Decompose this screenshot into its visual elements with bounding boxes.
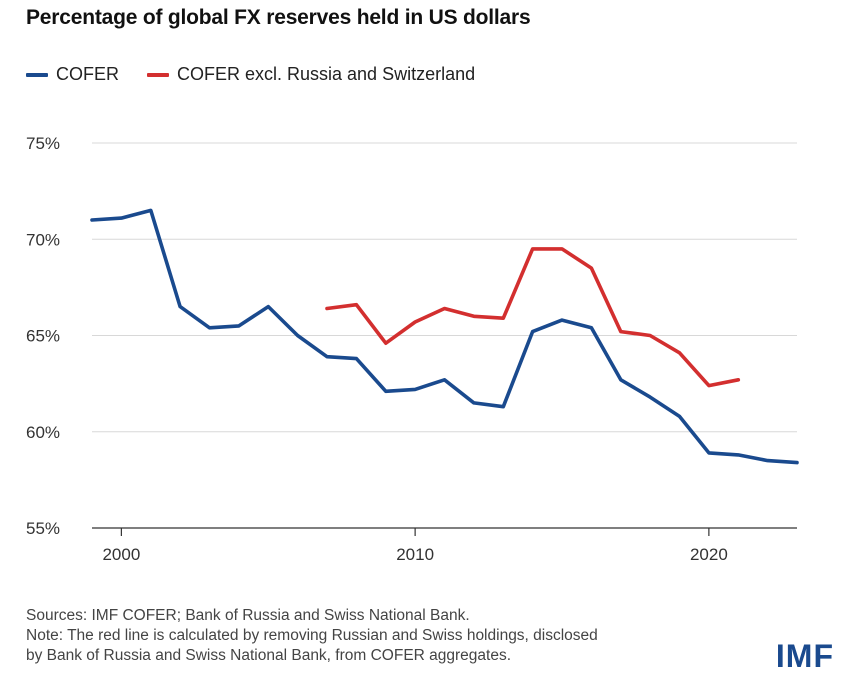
- y-tick-label: 65%: [26, 327, 60, 346]
- x-tick-label: 2010: [396, 545, 434, 564]
- series-line-cofer-excl: [325, 247, 741, 388]
- legend-swatch-cofer-excl: [147, 72, 169, 77]
- legend-label-cofer-excl: COFER excl. Russia and Switzerland: [177, 64, 476, 84]
- legend: COFER COFER excl. Russia and Switzerland: [26, 64, 503, 85]
- series-line-cofer: [90, 208, 799, 465]
- footer-notes: Sources: IMF COFER; Bank of Russia and S…: [26, 606, 726, 666]
- chart-title: Percentage of global FX reserves held in…: [26, 6, 531, 29]
- y-tick-label: 70%: [26, 230, 60, 249]
- legend-label-cofer: COFER: [56, 64, 119, 84]
- note-text-line2: by Bank of Russia and Swiss National Ban…: [26, 647, 512, 664]
- legend-item-cofer-excl: COFER excl. Russia and Switzerland: [147, 64, 475, 85]
- x-tick-label: 2020: [690, 545, 728, 564]
- note-text-line1: Note: The red line is calculated by remo…: [26, 627, 598, 644]
- line-chart: 55% 60% 65% 70% 75% 2000 2010 2020: [26, 134, 799, 564]
- y-tick-label: 60%: [26, 423, 60, 442]
- x-tick-label: 2000: [102, 545, 140, 564]
- imf-logo: IMF: [775, 638, 834, 674]
- y-tick-label: 75%: [26, 134, 60, 153]
- y-tick-label: 55%: [26, 519, 60, 538]
- legend-item-cofer: COFER: [26, 64, 119, 85]
- legend-swatch-cofer: [26, 72, 48, 77]
- sources-text: Sources: IMF COFER; Bank of Russia and S…: [26, 607, 470, 624]
